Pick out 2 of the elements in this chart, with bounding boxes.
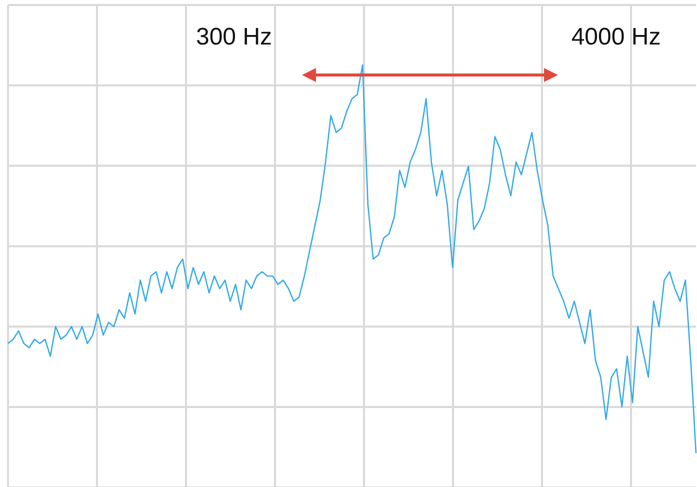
text: 4000 Hz [571,24,661,51]
text: 300 Hz [196,24,272,51]
